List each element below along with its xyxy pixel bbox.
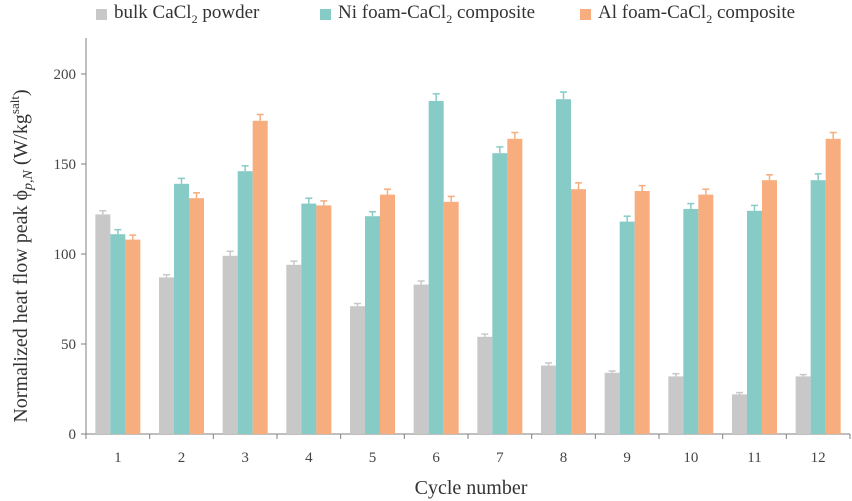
y-axis-title-unit-sup: salt <box>7 96 22 114</box>
bar <box>252 120 268 435</box>
x-tick-label: 10 <box>683 450 698 466</box>
y-axis-title-sub: p,N <box>21 170 36 192</box>
y-tick-label: 200 <box>54 67 77 83</box>
legend-swatch-ni <box>320 8 331 20</box>
bar <box>428 101 444 434</box>
bar <box>380 194 395 434</box>
y-axis-title-unit: (W/kg <box>10 114 32 170</box>
bar <box>222 255 238 434</box>
bar <box>301 203 317 434</box>
legend-item-bulk: bulk CaCl2 powder <box>96 2 259 27</box>
x-tick-label: 7 <box>496 450 504 466</box>
bar <box>413 284 429 434</box>
x-tick-label: 9 <box>623 450 631 466</box>
bar <box>795 376 811 434</box>
bar <box>732 394 747 434</box>
bar <box>683 209 699 434</box>
legend-item-ni: Ni foam-CaCl2 composite <box>320 2 535 27</box>
x-tick-label: 4 <box>305 450 313 466</box>
bar <box>237 171 253 434</box>
legend-swatch-bulk <box>96 8 107 20</box>
bar <box>556 99 571 434</box>
legend-label-al: Al foam-CaCl2 composite <box>598 2 796 26</box>
bar <box>668 376 684 434</box>
x-tick-label: 12 <box>811 450 826 466</box>
x-axis-title: Cycle number <box>415 477 528 499</box>
bar <box>698 194 714 434</box>
y-axis-title: Normalized heat flow peak ϕp,N (W/kgsalt… <box>7 89 36 422</box>
y-axis-title-unit-close: ) <box>10 89 32 96</box>
bar <box>492 153 508 434</box>
bar <box>316 205 332 434</box>
y-tick-label: 50 <box>61 337 76 353</box>
bar <box>443 201 459 434</box>
x-tick-label: 2 <box>178 450 186 466</box>
bar <box>604 372 620 434</box>
x-tick-label: 1 <box>114 450 122 466</box>
bar <box>159 277 174 434</box>
bar <box>286 264 302 434</box>
bar <box>477 336 493 434</box>
x-tick-label: 6 <box>432 450 440 466</box>
y-tick-label: 150 <box>54 157 77 173</box>
bar <box>747 210 762 434</box>
bar <box>189 198 204 434</box>
bar <box>110 234 126 434</box>
bar <box>810 180 826 434</box>
x-tick-label: 11 <box>747 450 761 466</box>
y-tick-label: 0 <box>69 427 77 443</box>
x-tick-label: 5 <box>369 450 377 466</box>
bar <box>125 239 141 434</box>
legend-item-al: Al foam-CaCl2 composite <box>580 2 795 27</box>
chart-legend: bulk CaCl2 powder Ni foam-CaCl2 composit… <box>0 2 852 30</box>
bar <box>350 306 365 434</box>
legend-label-ni: Ni foam-CaCl2 composite <box>338 2 536 26</box>
bar <box>95 214 111 434</box>
bar <box>541 365 556 434</box>
y-tick-label: 100 <box>54 247 77 263</box>
bar <box>825 138 841 435</box>
x-tick-label: 8 <box>560 450 568 466</box>
legend-label-bulk: bulk CaCl2 powder <box>114 2 260 26</box>
bar <box>507 138 523 435</box>
y-axis-title-main: Normalized heat flow peak ϕ <box>10 190 32 423</box>
bar <box>174 183 189 434</box>
bar <box>365 216 380 434</box>
legend-swatch-al <box>580 8 591 20</box>
bar <box>762 180 777 434</box>
bar <box>634 191 650 434</box>
bar <box>571 189 586 434</box>
x-tick-label: 3 <box>241 450 249 466</box>
bar <box>619 221 635 434</box>
